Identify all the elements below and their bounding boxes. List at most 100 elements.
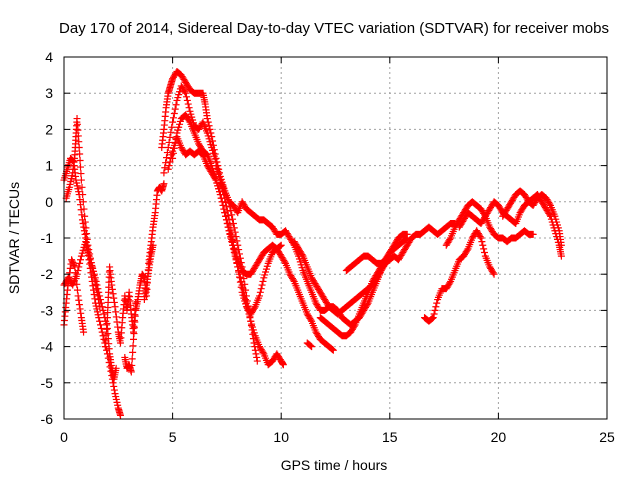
- data-point: [127, 368, 135, 376]
- data-point: [168, 123, 176, 131]
- data-point: [82, 238, 90, 246]
- data-point: [241, 292, 249, 300]
- data-point: [222, 212, 230, 220]
- data-point: [203, 115, 211, 123]
- data-point: [109, 290, 117, 298]
- data-point: [219, 201, 227, 209]
- data-point: [83, 230, 91, 238]
- data-point: [99, 306, 107, 314]
- y-tick-label: -5: [41, 375, 54, 391]
- data-point: [253, 357, 261, 365]
- data-point: [165, 162, 173, 170]
- data-point: [170, 109, 178, 117]
- data-point: [277, 241, 285, 249]
- data-point: [166, 158, 174, 166]
- data-point: [223, 220, 231, 228]
- data-point: [477, 234, 485, 242]
- data-point: [93, 281, 101, 289]
- data-point: [244, 306, 252, 314]
- data-point: [307, 316, 315, 324]
- data-point: [128, 361, 136, 369]
- data-point: [90, 270, 98, 278]
- data-point: [546, 200, 554, 208]
- series-track-d: [60, 238, 120, 383]
- data-point: [256, 288, 264, 296]
- data-point: [281, 258, 289, 266]
- data-point: [85, 252, 93, 260]
- data-point: [433, 299, 441, 307]
- data-point: [218, 198, 226, 206]
- data-point: [446, 235, 454, 243]
- data-point: [184, 100, 192, 108]
- data-point: [172, 101, 180, 109]
- data-point: [432, 303, 440, 311]
- y-tick-labels: -6 -5 -4 -3 -2 -1 0 1 2 3 4: [41, 49, 54, 427]
- y-axis-label: SDTVAR / TECUs: [6, 182, 22, 294]
- data-point: [216, 191, 224, 199]
- data-point: [98, 303, 106, 311]
- data-point: [96, 321, 104, 329]
- data-point: [557, 252, 565, 260]
- y-tick-label: -3: [41, 302, 54, 318]
- data-point: [75, 263, 83, 271]
- data-point: [478, 238, 486, 246]
- data-point: [110, 298, 118, 306]
- data-point: [80, 328, 88, 336]
- data-point: [169, 154, 177, 162]
- data-point: [116, 411, 124, 419]
- data-point: [70, 262, 78, 270]
- data-point: [77, 163, 85, 171]
- series-track-g: [140, 241, 157, 304]
- y-tick-label: 1: [45, 158, 53, 174]
- data-point: [253, 353, 261, 361]
- series-track-o: [316, 234, 411, 340]
- data-point: [242, 299, 250, 307]
- data-point: [169, 118, 177, 126]
- data-point: [81, 230, 89, 238]
- data-point: [76, 259, 84, 267]
- data-point: [74, 292, 82, 300]
- data-point: [73, 280, 81, 288]
- data-point: [183, 96, 191, 104]
- data-point: [73, 270, 81, 278]
- x-tick-label: 10: [273, 429, 289, 445]
- data-point: [77, 256, 85, 264]
- data-point: [463, 246, 471, 254]
- series-track-k: [169, 111, 337, 354]
- data-point: [79, 191, 87, 199]
- data-point: [429, 314, 437, 322]
- data-point: [206, 125, 214, 133]
- data-point: [228, 211, 236, 219]
- data-point: [172, 134, 180, 142]
- data-point: [160, 169, 168, 177]
- data-point: [328, 345, 336, 353]
- data-point: [75, 301, 83, 309]
- data-point: [112, 313, 120, 321]
- data-point: [110, 386, 118, 394]
- data-point: [238, 281, 246, 289]
- data-point: [66, 264, 74, 272]
- data-point: [77, 309, 85, 317]
- data-point: [80, 205, 88, 213]
- data-point: [98, 328, 106, 336]
- data-point: [94, 285, 102, 293]
- data-point: [224, 223, 232, 231]
- data-point: [75, 144, 83, 151]
- data-point: [229, 220, 237, 228]
- data-point: [242, 296, 250, 304]
- y-tick-label: -4: [41, 339, 54, 355]
- data-point: [220, 205, 228, 213]
- data-point: [79, 198, 87, 206]
- data-point: [239, 285, 247, 293]
- y-tick-label: -2: [41, 266, 54, 282]
- x-tick-label: 15: [382, 429, 398, 445]
- data-point: [363, 301, 371, 309]
- data-point: [182, 89, 190, 97]
- data-point: [91, 274, 99, 282]
- series-track-p: [342, 230, 411, 275]
- y-tick-label: 3: [45, 85, 53, 101]
- data-point: [92, 277, 100, 285]
- data-point: [165, 138, 173, 146]
- chart-title: Day 170 of 2014, Sidereal Day-to-day VTE…: [59, 20, 609, 37]
- data-point: [240, 288, 248, 296]
